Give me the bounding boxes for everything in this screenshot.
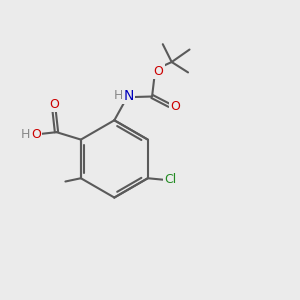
Text: Cl: Cl — [164, 173, 176, 186]
Text: N: N — [123, 89, 134, 103]
Text: O: O — [49, 98, 59, 111]
Text: O: O — [31, 128, 41, 141]
Text: O: O — [170, 100, 180, 113]
Text: H: H — [20, 128, 30, 141]
Text: H: H — [114, 89, 123, 102]
Text: O: O — [154, 65, 164, 78]
